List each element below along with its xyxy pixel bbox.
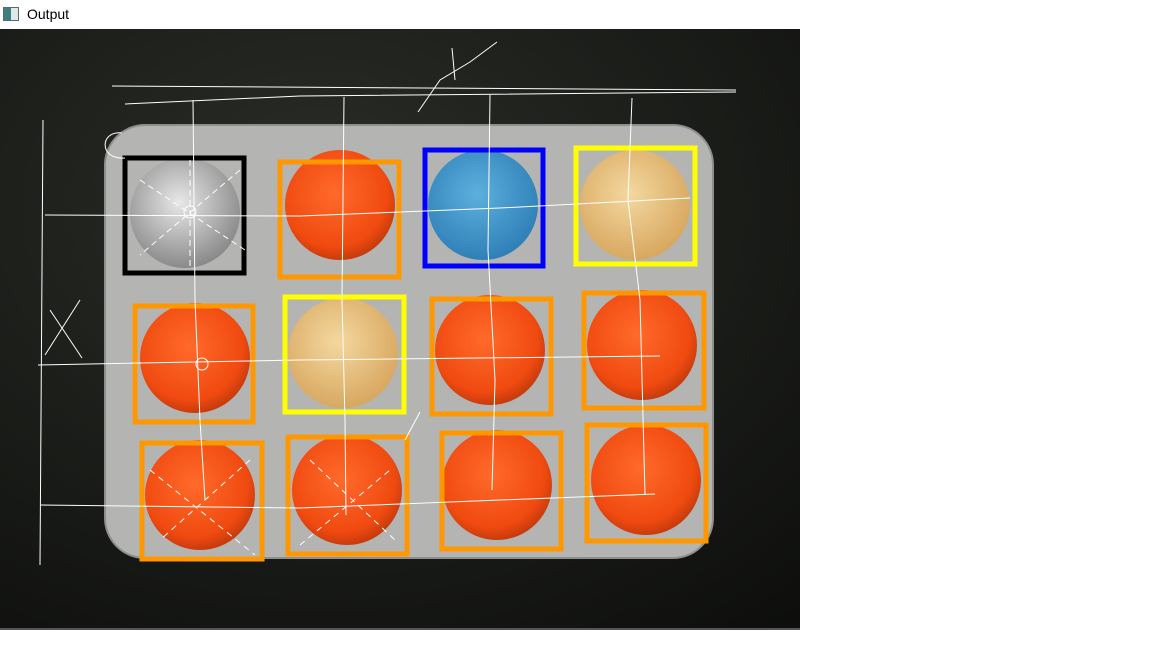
pill [292,435,402,545]
pill [442,430,552,540]
scribble [44,197,691,217]
pill [145,440,255,550]
scribble [139,160,246,270]
scribble [111,85,737,91]
scribble [417,41,498,113]
scribble [44,299,83,359]
box [139,440,265,562]
scribble [37,355,661,366]
scribble [487,94,496,491]
box [132,303,256,425]
scribbles [37,41,737,566]
scribble [149,459,396,556]
pill [130,158,240,268]
pills [130,150,701,550]
pill [587,290,697,400]
scribble [195,357,209,371]
scribble [124,91,737,105]
box [581,290,707,411]
scribble [627,97,646,496]
scribble [341,96,347,516]
bottom-edge [0,628,800,630]
window-title: Output [27,6,70,22]
scribble [404,411,421,441]
pill [140,303,250,413]
window-icon [3,7,19,21]
pill [428,150,538,260]
pill [435,295,545,405]
box [584,422,709,544]
scribble [183,205,197,219]
scribble [39,119,44,566]
pill [591,425,701,535]
scribble [104,132,126,159]
box [285,434,410,557]
pill [580,150,690,260]
scribble [39,493,656,509]
output-image [0,29,800,630]
box [422,147,546,269]
pill [285,150,395,260]
box [277,159,402,280]
box [429,296,554,417]
box [439,430,564,552]
title-bar: Output [0,0,1152,29]
